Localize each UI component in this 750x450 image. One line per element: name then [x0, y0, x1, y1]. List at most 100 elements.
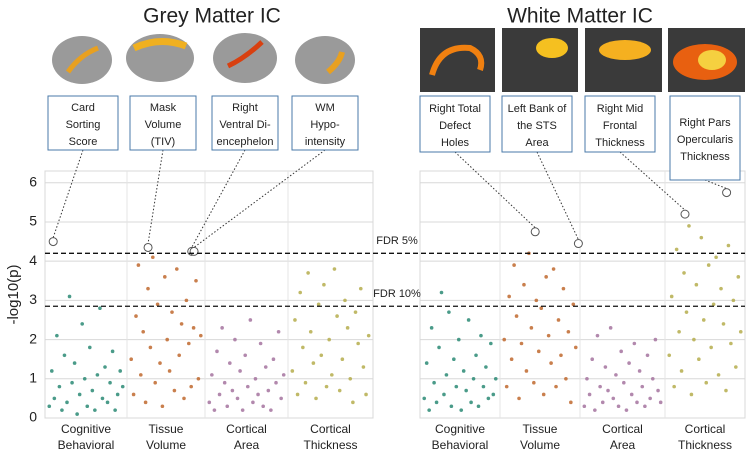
point: [337, 388, 342, 393]
threshold-label-bg: [378, 233, 416, 248]
point: [546, 333, 551, 338]
callout-text: Holes: [441, 137, 470, 149]
point: [721, 322, 726, 326]
point: [679, 369, 684, 373]
highlighted-point: [189, 246, 199, 256]
point: [551, 267, 556, 271]
point: [75, 412, 79, 416]
x-tick-label: Cortical Area: [602, 422, 643, 450]
point: [711, 302, 716, 307]
point: [134, 314, 138, 318]
point: [67, 294, 72, 299]
panel-title: Grey Matter IC: [143, 5, 281, 28]
point: [658, 400, 663, 405]
point: [364, 392, 368, 397]
point: [427, 408, 431, 412]
point: [571, 302, 576, 307]
point: [479, 333, 483, 338]
point: [456, 337, 461, 342]
point: [199, 333, 203, 338]
point: [172, 388, 177, 393]
point: [687, 224, 691, 228]
point: [444, 373, 449, 377]
point: [82, 376, 87, 381]
point: [308, 329, 313, 334]
point: [694, 282, 699, 287]
point: [335, 314, 339, 318]
point: [452, 357, 456, 361]
point: [635, 400, 639, 405]
point: [261, 404, 265, 409]
x-tick-label-line: Cortical: [685, 422, 726, 436]
point: [322, 282, 326, 287]
point: [276, 329, 281, 334]
point: [175, 267, 179, 271]
point: [476, 404, 481, 409]
point: [502, 337, 507, 342]
highlighted-point: [530, 227, 540, 237]
callout-text: Left Bank of: [508, 103, 568, 115]
callout-text: Volume: [145, 119, 182, 131]
point: [240, 408, 245, 412]
point: [697, 357, 701, 361]
point: [167, 369, 172, 373]
point: [120, 384, 125, 389]
x-tick-label: Cortical Thickness: [303, 422, 357, 450]
point: [447, 310, 451, 314]
point: [351, 400, 355, 405]
point: [62, 353, 67, 358]
point: [504, 384, 509, 389]
x-tick-label-line: Behavioral: [432, 438, 489, 450]
x-tick-label-line: Thickness: [303, 438, 357, 450]
point: [233, 337, 237, 342]
point: [699, 235, 704, 240]
point: [60, 408, 64, 412]
point: [98, 306, 102, 311]
x-tick-label-line: Cortical: [602, 422, 643, 436]
activation: [536, 38, 568, 58]
point: [85, 404, 90, 409]
y-tick-label: 4: [29, 252, 37, 268]
point: [549, 361, 553, 365]
callout-text: (TIV): [151, 136, 175, 148]
point: [220, 326, 224, 330]
highlighted-point: [143, 242, 153, 252]
point: [616, 404, 621, 409]
point: [243, 353, 248, 358]
point: [561, 286, 566, 291]
point: [564, 376, 568, 381]
point: [507, 294, 511, 299]
point: [263, 365, 268, 369]
point: [714, 255, 718, 260]
point: [72, 361, 77, 365]
point: [70, 380, 74, 385]
callout-text: Mask: [150, 102, 177, 114]
callout-line: [191, 149, 246, 248]
point: [585, 376, 589, 381]
point: [290, 369, 295, 373]
y-tick-label: 3: [29, 291, 37, 307]
point: [110, 349, 115, 354]
point: [314, 396, 318, 401]
highlighted-point: [48, 237, 58, 247]
activation: [599, 40, 651, 60]
point: [245, 384, 250, 389]
point: [593, 408, 597, 412]
point: [459, 408, 464, 412]
point: [704, 380, 709, 385]
point: [643, 404, 647, 409]
point: [143, 400, 148, 405]
point: [212, 408, 217, 412]
threshold-label: FDR 5%: [376, 235, 418, 247]
point: [311, 361, 316, 365]
callout-text: encephelon: [217, 136, 274, 148]
callout-text: Ventral Di-: [219, 119, 271, 131]
x-tick-label-line: Tissue: [523, 422, 558, 436]
point: [637, 369, 642, 373]
point: [345, 326, 350, 330]
point: [295, 392, 300, 397]
point: [439, 290, 444, 295]
point: [629, 392, 634, 397]
point: [554, 384, 558, 389]
point: [529, 326, 534, 330]
